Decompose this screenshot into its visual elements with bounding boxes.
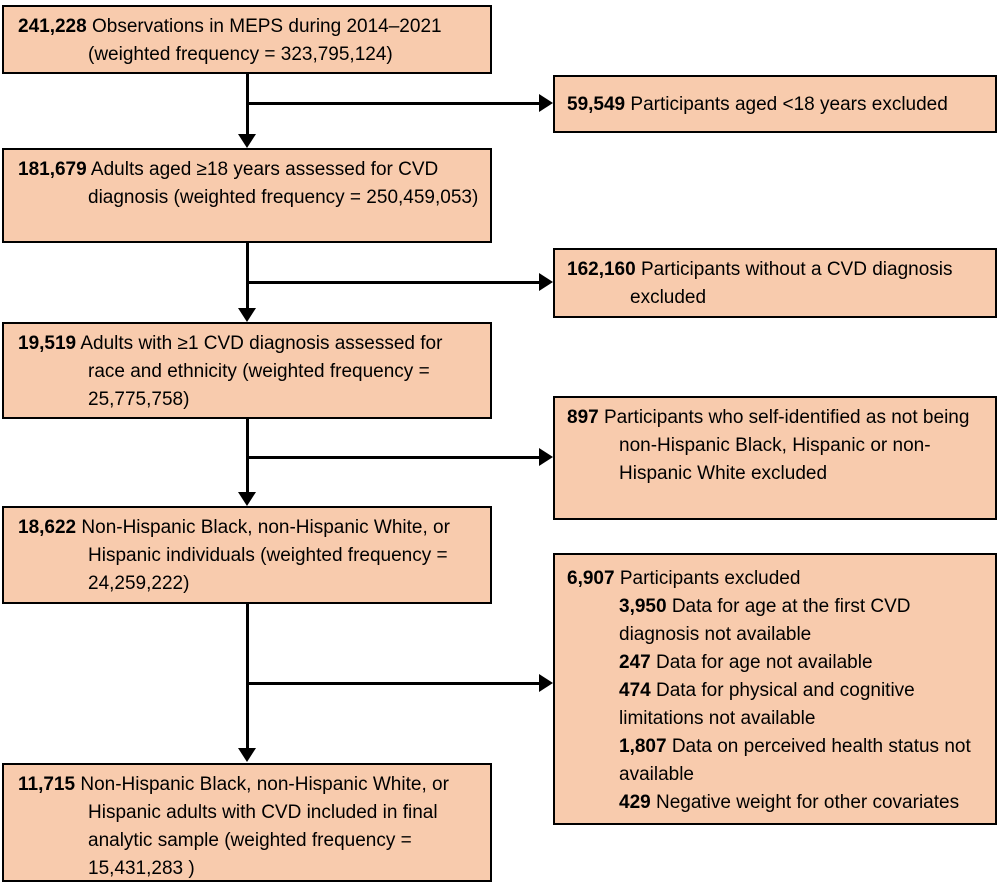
flow-box-5-final-sample: 11,715 Non-Hispanic Black, non-Hispanic …: [2, 763, 492, 882]
count: 897: [567, 407, 599, 428]
arrow-right-icon: [539, 674, 553, 692]
count: 429: [619, 792, 651, 813]
count: 11,715: [18, 774, 76, 795]
exclusion-box-1-age-under-18: 59,549 Participants aged <18 years exclu…: [553, 75, 997, 133]
branch-line-3: [247, 456, 540, 459]
sub-item-label: Negative weight for other covariates: [655, 792, 960, 813]
sub-item-label: Data for age at the first CVD diagnosis …: [619, 596, 911, 645]
exclusion-sub-item: 247 Data for age not available: [619, 649, 991, 677]
box-label: Participants excluded: [619, 568, 801, 589]
box-text: 162,160 Participants without a CVD diagn…: [555, 250, 995, 312]
arrow-right-icon: [539, 448, 553, 466]
count: 181,679: [18, 159, 87, 180]
branch-line-2: [247, 281, 540, 284]
exclusion-box-3-race-self-identified: 897 Participants who self-identified as …: [553, 396, 997, 520]
count: 59,549: [567, 94, 626, 115]
flow-box-3-cvd-diagnosis: 19,519 Adults with ≥1 CVD diagnosis asse…: [2, 322, 492, 419]
box-text: 11,715 Non-Hispanic Black, non-Hispanic …: [4, 765, 490, 883]
exclusion-sub-item: 1,807 Data on perceived health status no…: [619, 733, 991, 789]
box-label: Participants without a CVD diagnosis exc…: [630, 259, 953, 308]
branch-line-4: [247, 682, 540, 685]
flow-box-1-observations: 241,228 Observations in MEPS during 2014…: [2, 5, 492, 74]
flow-line-down-1: [246, 74, 249, 136]
count: 241,228: [18, 16, 87, 37]
box-text: 897 Participants who self-identified as …: [555, 398, 995, 488]
flow-line-down-2: [246, 243, 249, 309]
box-text: 241,228 Observations in MEPS during 2014…: [4, 7, 490, 69]
flow-box-4-race-ethnicity: 18,622 Non-Hispanic Black, non-Hispanic …: [2, 506, 492, 604]
count: 3,950: [619, 596, 667, 617]
arrow-right-icon: [539, 273, 553, 291]
sub-item-label: Data for physical and cognitive limitati…: [619, 680, 915, 729]
box-label: Participants aged <18 years excluded: [630, 94, 948, 115]
count: 162,160: [567, 259, 636, 280]
box-text: 181,679 Adults aged ≥18 years assessed f…: [4, 150, 490, 212]
arrow-right-icon: [539, 94, 553, 112]
box-text: 6,907 Participants excluded: [555, 555, 995, 593]
flow-box-2-adults-assessed: 181,679 Adults aged ≥18 years assessed f…: [2, 148, 492, 243]
box-text: 19,519 Adults with ≥1 CVD diagnosis asse…: [4, 324, 490, 414]
exclusion-box-4-missing-data: 6,907 Participants excluded 3,950 Data f…: [553, 553, 997, 825]
count: 474: [619, 680, 651, 701]
exclusion-sub-item: 429 Negative weight for other covariates: [619, 789, 991, 817]
sub-item-label: Data on perceived health status not avai…: [619, 736, 971, 785]
box-label: Adults with ≥1 CVD diagnosis assessed fo…: [80, 333, 443, 410]
arrow-down-icon: [238, 134, 256, 148]
arrow-down-icon: [238, 308, 256, 322]
arrow-down-icon: [238, 492, 256, 506]
exclusion-sub-item: 3,950 Data for age at the first CVD diag…: [619, 593, 991, 649]
exclusion-box-2-no-cvd-diagnosis: 162,160 Participants without a CVD diagn…: [553, 248, 997, 318]
box-label: Non-Hispanic Black, non-Hispanic White, …: [80, 774, 449, 879]
arrow-down-icon: [238, 748, 256, 762]
exclusion-sub-list: 3,950 Data for age at the first CVD diag…: [619, 593, 995, 817]
box-label: Participants who self-identified as not …: [603, 407, 970, 484]
box-text: 18,622 Non-Hispanic Black, non-Hispanic …: [4, 508, 490, 598]
box-label: Adults aged ≥18 years assessed for CVD d…: [88, 159, 479, 208]
branch-line-1: [247, 102, 540, 105]
flow-line-down-4: [246, 604, 249, 749]
box-label: Non-Hispanic Black, non-Hispanic White, …: [81, 517, 450, 594]
box-label: Observations in MEPS during 2014–2021 (w…: [88, 16, 442, 65]
count: 18,622: [18, 517, 77, 538]
exclusion-sub-item: 474 Data for physical and cognitive limi…: [619, 677, 991, 733]
count: 247: [619, 652, 651, 673]
count: 1,807: [619, 736, 667, 757]
count: 19,519: [18, 333, 77, 354]
count: 6,907: [567, 568, 615, 589]
sub-item-label: Data for age not available: [655, 652, 873, 673]
box-text: 59,549 Participants aged <18 years exclu…: [555, 77, 995, 119]
